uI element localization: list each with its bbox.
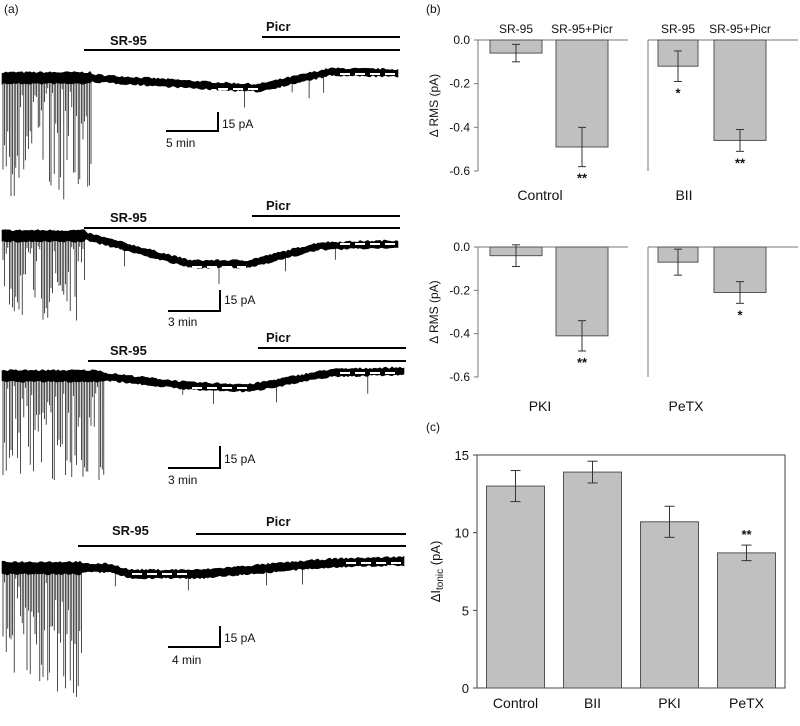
category-label: PeTX: [729, 695, 765, 711]
category-label: SR-95+Picr: [709, 22, 771, 36]
scale-x-label: 4 min: [172, 653, 201, 667]
drug2-label: Picr: [266, 514, 291, 529]
panel-label-c: (c): [426, 420, 440, 434]
y-axis-label: Δ RMS (pA): [427, 280, 441, 343]
spontaneous-events: [2, 73, 325, 200]
y-tick-label: -0.2: [449, 77, 470, 91]
bar: [486, 485, 545, 689]
y-tick-label: -0.4: [449, 327, 470, 341]
y-axis-label: ΔItonic (pA): [428, 541, 446, 603]
scale-bar: [168, 626, 221, 648]
drug1-label: SR-95: [112, 523, 149, 538]
scale-x-label: 3 min: [168, 315, 197, 329]
panel-label-a: (a): [4, 2, 19, 16]
y-axis-label: Δ RMS (pA): [427, 74, 441, 137]
scale-y-label: 15 pA: [224, 452, 255, 466]
drug1-label: SR-95: [110, 210, 147, 225]
drug1-label: SR-95: [110, 343, 147, 358]
current-trace: [1, 555, 405, 580]
scale-y-label: 15 pA: [224, 293, 255, 307]
y-tick-label: 10: [455, 526, 469, 541]
significance-marker: *: [675, 85, 681, 100]
category-label: SR-95+Picr: [551, 22, 613, 36]
scale-x-label: 5 min: [166, 136, 195, 150]
spontaneous-events: [2, 236, 336, 321]
spontaneous-events: [2, 565, 303, 697]
y-tick-label: 5: [462, 603, 469, 618]
category-label: BII: [584, 695, 601, 711]
y-tick-label: -0.2: [449, 283, 470, 297]
category-label: Control: [493, 695, 538, 711]
panel-label-b: (b): [426, 2, 441, 16]
scale-bar: [168, 446, 221, 469]
rms-chart-bii: * SR-95 ** SR-95+Picr BII: [647, 22, 798, 203]
y-tick-label: 0: [462, 681, 469, 696]
scale-bar: [166, 112, 219, 132]
trace-panel-2: SR-95 Picr 15 pA 3 min: [1, 198, 400, 329]
scale-y-label: 15 pA: [224, 631, 255, 645]
rms-chart-pki: 0.0 -0.2 -0.4 -0.6 Δ RMS (pA) ** PKI: [427, 240, 628, 414]
tonic-current-chart: 0 5 10 15 ΔItonic (pA) Control BII PKI ** PeTX: [428, 448, 786, 711]
trace-panel-4: SR-95 Picr 15 pA 4 min: [1, 514, 406, 697]
chart-title: Control: [517, 187, 562, 203]
significance-marker: **: [735, 155, 746, 170]
significance-marker: *: [737, 307, 743, 322]
current-trace: [1, 229, 399, 269]
scale-bar: [168, 290, 221, 312]
plot-frame: [476, 454, 786, 689]
current-trace: [1, 67, 399, 93]
drug2-label: Picr: [266, 198, 291, 213]
significance-marker: **: [741, 527, 752, 542]
y-tick-label: -0.6: [449, 370, 470, 384]
spontaneous-events: [2, 371, 369, 481]
y-tick-label: -0.6: [449, 164, 470, 178]
trace-panel-3: SR-95 Picr 15 pA 3 min: [1, 330, 406, 487]
bar: [563, 471, 622, 689]
scale-x-label: 3 min: [168, 473, 197, 487]
drug2-label: Picr: [266, 330, 291, 345]
y-tick-label: 0.0: [453, 33, 470, 47]
y-tick-label: 0.0: [453, 240, 470, 254]
chart-title: PKI: [529, 398, 552, 414]
significance-marker: **: [577, 355, 588, 370]
bar: [640, 521, 699, 689]
chart-title: BII: [675, 187, 692, 203]
scale-y-label: 15 pA: [222, 117, 253, 131]
drug2-label: Picr: [266, 19, 291, 34]
current-trace: [1, 366, 405, 393]
y-tick-label: -0.4: [449, 120, 470, 134]
chart-title: PeTX: [668, 398, 704, 414]
drug1-label: SR-95: [110, 33, 147, 48]
bar: [713, 39, 767, 141]
category-label: SR-95: [661, 22, 695, 36]
rms-chart-control: 0.0 -0.2 -0.4 -0.6 Δ RMS (pA) SR-95 ** SR-95+Pi…: [427, 22, 628, 203]
rms-chart-petx: * PeTX: [647, 246, 798, 414]
category-label: PKI: [658, 695, 681, 711]
bar: [717, 552, 776, 689]
trace-panel-1: SR-95 Picr 15 pA 5 min: [1, 19, 400, 200]
significance-marker: **: [577, 171, 588, 186]
category-label: SR-95: [499, 22, 533, 36]
y-tick-label: 15: [455, 448, 469, 463]
